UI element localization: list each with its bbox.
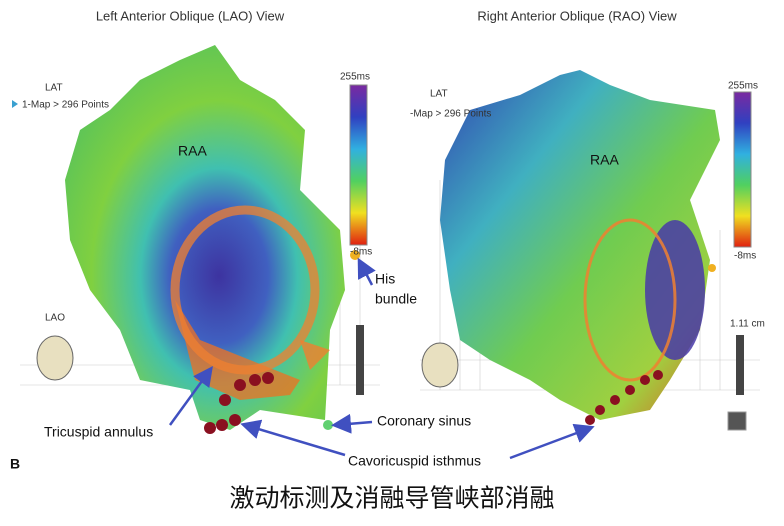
tricuspid-label: Tricuspid annulus — [44, 424, 153, 440]
colorbar — [733, 91, 752, 248]
cti-label: Cavoricuspid isthmus — [348, 453, 481, 469]
figure-label: B — [10, 456, 20, 472]
scale-bar-label: 1.11 cm — [730, 319, 765, 330]
heart-icon — [421, 342, 459, 388]
panel-title: Left Anterior Oblique (LAO) View — [96, 8, 285, 23]
panel-title: Right Anterior Oblique (RAO) View — [477, 8, 677, 23]
scale-bar — [736, 335, 744, 395]
heart-icon — [36, 335, 74, 381]
ablation-lesions — [204, 370, 663, 434]
cs-label: Coronary sinus — [377, 413, 471, 429]
points-label: 1-Map > 296 Points — [22, 100, 109, 111]
scale-min: -8ms — [734, 251, 756, 262]
scale-max: 255ms — [728, 81, 758, 92]
scale-max: 255ms — [340, 72, 370, 83]
view-label: LAO — [45, 313, 65, 324]
scale-bar — [356, 325, 364, 395]
pointer-arrows — [168, 257, 595, 460]
legend-marker — [12, 100, 18, 108]
icon — [727, 411, 747, 431]
rao-circuit-arrow — [583, 218, 677, 382]
lao-circuit-arrow — [170, 205, 320, 375]
lao-arrowhead — [300, 340, 330, 370]
scale-min: -8ms — [350, 247, 372, 258]
rao-map — [440, 70, 720, 420]
lat-label: LAT — [430, 89, 448, 100]
points-label: -Map > 296 Points — [410, 109, 491, 120]
lao-map — [65, 45, 345, 430]
his-label: His — [375, 271, 395, 287]
caption: 激动标测及消融导管峡部消融 — [229, 484, 554, 513]
his-marker — [350, 250, 360, 260]
cs-marker — [323, 420, 333, 430]
lat-label: LAT — [45, 83, 63, 94]
region-label: RAA — [178, 143, 207, 159]
colorbar — [349, 84, 368, 246]
his-label: bundle — [375, 291, 417, 307]
his-marker — [708, 264, 716, 272]
region-label: RAA — [590, 152, 619, 168]
